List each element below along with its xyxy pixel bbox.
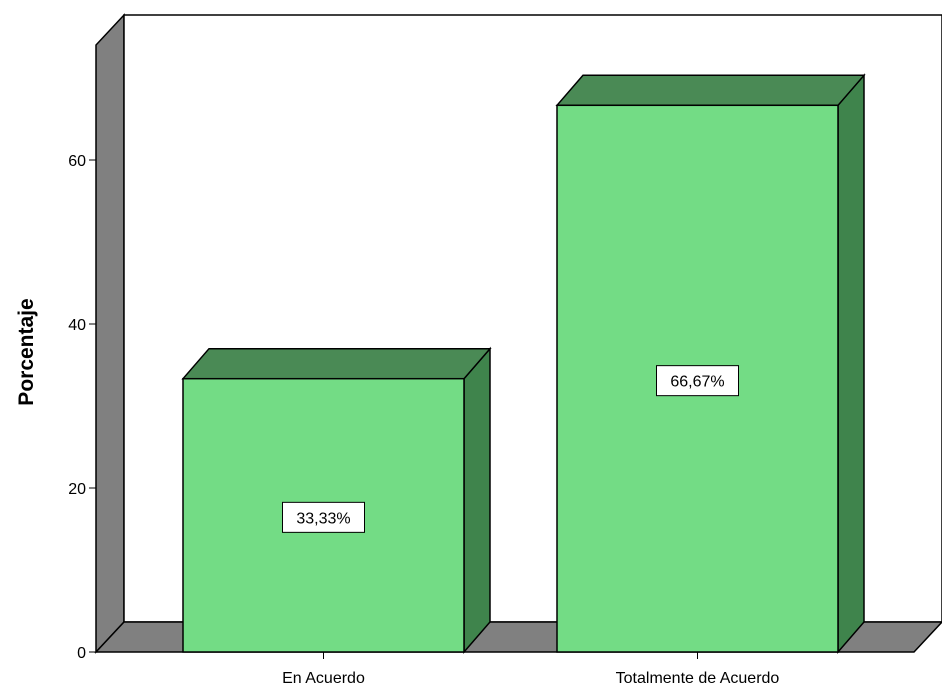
y-tick-label: 40 — [68, 317, 86, 334]
x-axis-labels: En Acuerdo Totalmente de Acuerdo — [282, 652, 779, 687]
y-axis-ticks: 0 20 40 60 — [68, 153, 96, 662]
data-label: 66,67% — [670, 374, 724, 391]
bar-side — [837, 73, 865, 655]
data-label-box — [656, 365, 739, 397]
x-category-label: Totalmente de Acuerdo — [616, 670, 780, 687]
data-label: 33,33% — [296, 510, 350, 527]
y-tick-label: 20 — [68, 481, 86, 498]
bar-side — [463, 346, 491, 655]
y-tick-label: 60 — [68, 153, 86, 170]
bar-top — [181, 347, 492, 380]
bar-top — [555, 74, 866, 107]
chart-left-wall — [95, 13, 125, 654]
y-tick-label: 0 — [77, 645, 86, 662]
data-label-box — [282, 501, 365, 533]
y-axis-title: Porcentaje — [15, 298, 38, 405]
x-category-label: En Acuerdo — [282, 670, 365, 687]
bars-group: 33,33% 66,67% — [181, 73, 866, 655]
